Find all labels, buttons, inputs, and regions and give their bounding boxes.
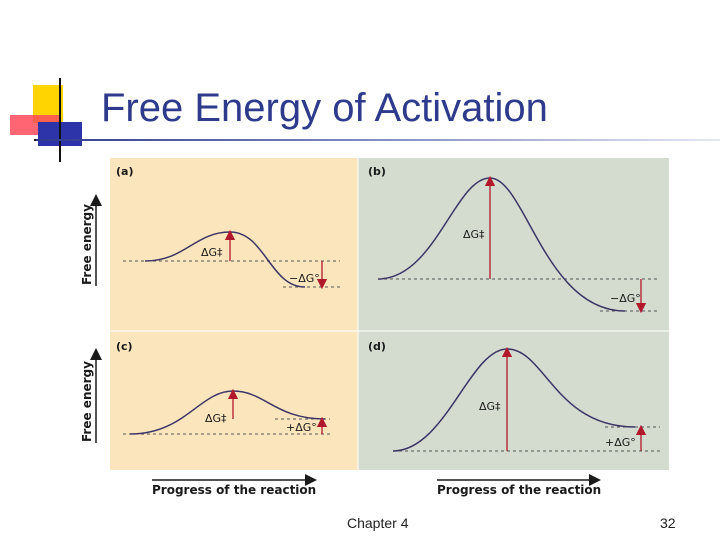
y-axis-label-top: Free energy bbox=[80, 204, 94, 285]
panel-d-delta-label: +ΔG° bbox=[605, 436, 636, 449]
footer-page-number: 32 bbox=[660, 515, 676, 531]
panel-a-delta-label: −ΔG° bbox=[289, 272, 320, 285]
slide-title: Free Energy of Activation bbox=[101, 86, 548, 130]
activation-energy-figure: (a) (b) (c) (d) Free energy Free energy … bbox=[80, 158, 669, 497]
panel-c-background bbox=[110, 331, 358, 470]
y-axis-label-bottom: Free energy bbox=[80, 361, 94, 442]
panel-c-diagram: ΔG‡ +ΔG° bbox=[123, 388, 330, 435]
panel-d-diagram: ΔG‡ +ΔG° bbox=[392, 346, 660, 452]
panel-a-barrier-label: ΔG‡ bbox=[201, 246, 223, 259]
panel-c-delta-label: +ΔG° bbox=[286, 421, 317, 434]
panel-b-delta-label: −ΔG° bbox=[610, 292, 641, 305]
panel-a-diagram: ΔG‡ −ΔG° bbox=[123, 229, 340, 290]
panel-c-barrier-label: ΔG‡ bbox=[205, 412, 227, 425]
panel-b-barrier-label: ΔG‡ bbox=[463, 228, 485, 241]
footer-chapter: Chapter 4 bbox=[347, 515, 409, 531]
panel-b-diagram: ΔG‡ −ΔG° bbox=[377, 175, 660, 314]
decorative-logo-icon bbox=[10, 78, 100, 162]
panel-a-background bbox=[110, 158, 358, 331]
panel-d-barrier-label: ΔG‡ bbox=[479, 400, 501, 413]
panel-c-letter: (c) bbox=[116, 340, 133, 353]
title-underline bbox=[36, 139, 720, 141]
panel-a-letter: (a) bbox=[116, 165, 133, 178]
panel-b-letter: (b) bbox=[368, 165, 386, 178]
x-axis-label-left: Progress of the reaction bbox=[152, 483, 316, 497]
panel-b-background bbox=[358, 158, 669, 331]
x-axis-label-right: Progress of the reaction bbox=[437, 483, 601, 497]
panel-d-letter: (d) bbox=[368, 340, 386, 353]
